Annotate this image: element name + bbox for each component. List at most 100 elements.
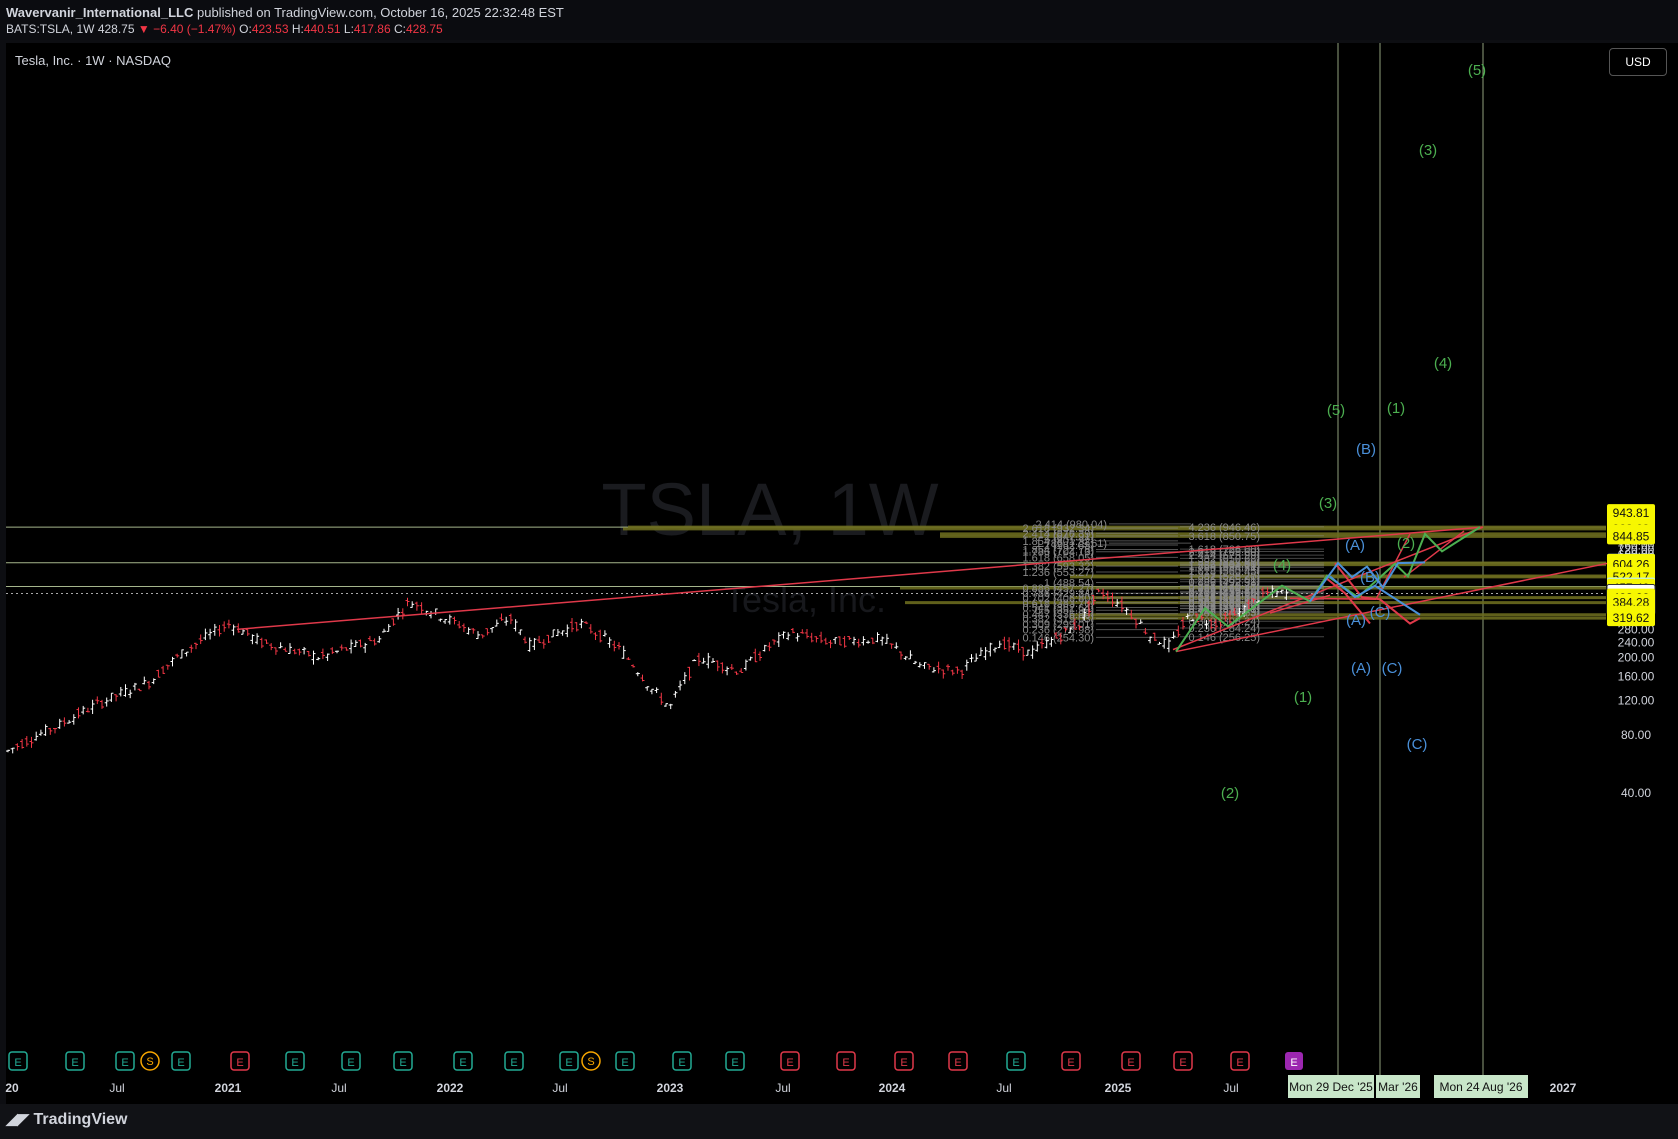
wave-label-blue: (C) (1370, 604, 1391, 621)
tradingview-logo[interactable]: ◢◤ TradingView (6, 1110, 127, 1129)
x-axis-tick: 2027 (1550, 1081, 1577, 1095)
fib-label: 1.786 (704.13) (1022, 547, 1094, 559)
fib-label: 0.5 (369.19) (1201, 601, 1260, 613)
fib-label: 0.146 (254.30) (1022, 632, 1094, 644)
x-axis-tick: Jul (331, 1081, 346, 1095)
x-axis-date-tag (1376, 1075, 1420, 1098)
x-axis-date-tag (1288, 1075, 1374, 1098)
fib-label: 2.618 (932.34) (1022, 523, 1094, 535)
tradingview-logo-text: TradingView (33, 1111, 128, 1128)
price-tag-value: 943.81 (1613, 506, 1650, 520)
earnings-marker (230, 1051, 250, 1071)
symbol-label[interactable]: Tesla, Inc. · 1W · NASDAQ (15, 53, 172, 68)
wave-label-blue: (A) (1351, 660, 1371, 677)
earnings-marker (453, 1051, 473, 1071)
elliott-wave-blue (1329, 575, 1421, 616)
wave-label-blue: (C) (1407, 736, 1428, 753)
trend-line (1175, 562, 1611, 653)
fib-label: 1.786 (779.61) (1035, 538, 1107, 550)
fib-label: 0.447 (336.86) (1022, 609, 1094, 621)
wave-label-blue: (A) (1345, 537, 1365, 554)
earnings-marker-letter: E (14, 1057, 21, 1069)
earnings-marker (65, 1051, 85, 1071)
x-axis-tick: Jul (1223, 1081, 1238, 1095)
projection-path-red (1324, 576, 1371, 625)
fib-label: 0.541 (362.64) (1022, 603, 1094, 615)
ticker: BATS:TSLA, 1W (6, 22, 95, 36)
trend-line (1403, 530, 1465, 578)
y-axis-tick: 240.00 (1618, 635, 1655, 649)
dividend-marker (1285, 1052, 1303, 1070)
earnings-marker-letter: E (177, 1057, 184, 1069)
earnings-marker-letter: E (71, 1057, 78, 1069)
fib-label: 0.786 (406.85) (1188, 593, 1260, 605)
chart-pane[interactable] (6, 43, 1678, 1139)
y-axis-tick: 200.00 (1618, 651, 1655, 665)
earnings-marker-letter: E (510, 1057, 517, 1069)
x-axis-tick: 2021 (215, 1081, 242, 1095)
currency-button[interactable]: USD (1609, 48, 1667, 76)
fib-label: 2.414 (675.99) (1188, 550, 1260, 562)
earnings-marker-letter: E (1179, 1057, 1186, 1069)
fib-label: 1.854 (801.32) (1022, 536, 1094, 548)
earnings-marker-letter: E (954, 1057, 961, 1069)
fib-label: 1.382 (650.68) (1188, 553, 1260, 565)
y-axis-tick: 40.00 (1621, 786, 1651, 800)
earnings-marker-letter: E (621, 1057, 628, 1069)
earnings-marker (1173, 1051, 1193, 1071)
earnings-marker-letter: E (459, 1057, 466, 1069)
price-change: ▼ −6.40 (−1.47%) (137, 22, 236, 36)
earnings-marker-letter: E (842, 1057, 849, 1069)
wave-label-green: (4) (1434, 355, 1452, 372)
x-axis-tick: Jul (109, 1081, 124, 1095)
earnings-marker-letter: E (731, 1057, 738, 1069)
earnings-marker (1230, 1051, 1250, 1071)
fib-label: 2.414 (876.39) (1022, 528, 1094, 540)
earnings-marker-letter: E (900, 1057, 907, 1069)
fib-label: 1.236 (505.01) (1188, 575, 1260, 587)
close-label: C: (393, 22, 406, 36)
fib-label: 3.618 (850.75) (1188, 531, 1260, 543)
earnings-marker (8, 1051, 28, 1071)
x-axis-tick: Jul (552, 1081, 567, 1095)
x-axis-tick: 2023 (657, 1081, 684, 1095)
price-tag (1607, 504, 1655, 522)
high-value: 440.51 (303, 22, 341, 36)
earnings-marker-letter: E (1012, 1057, 1019, 1069)
earnings-marker-letter: E (399, 1057, 406, 1069)
publisher-name[interactable]: Wavervanir_International_LLC (6, 5, 194, 20)
fib-label: 1.618 (658.05) (1022, 552, 1094, 564)
earnings-marker (341, 1051, 361, 1071)
wave-label-green: (1) (1294, 689, 1312, 706)
close-value: 428.75 (405, 22, 443, 36)
fib-label: 1 (470.75) (1210, 581, 1260, 593)
price-tag-value: 319.62 (1613, 611, 1650, 625)
earnings-marker (894, 1051, 914, 1071)
wave-label-green: (2) (1397, 535, 1415, 552)
earnings-marker (672, 1051, 692, 1071)
elliott-wave-blue (1309, 561, 1426, 603)
low-value: 417.86 (353, 22, 391, 36)
fib-label: 1.854 (722.78) (1022, 545, 1094, 557)
wave-label-green: (1) (1387, 400, 1405, 417)
y-axis-tick: 720.00 (1618, 543, 1655, 557)
fib-label: 0.5 (351.39) (1035, 605, 1094, 617)
earnings-marker-letter: E (678, 1057, 685, 1069)
earnings-marker-letter: E (347, 1057, 354, 1069)
earnings-marker (1006, 1051, 1026, 1071)
publish-line: Wavervanir_International_LLC published o… (6, 5, 564, 20)
earnings-marker (504, 1051, 524, 1071)
fib-label: 0.382 (381.05) (1188, 598, 1260, 610)
earnings-marker (171, 1051, 191, 1071)
earnings-marker (836, 1051, 856, 1071)
published-text: published on TradingView.com, October 16… (196, 5, 564, 20)
fib-label: 0.236 (278.98) (1022, 625, 1094, 637)
y-axis-tick: 80.00 (1621, 728, 1651, 742)
split-marker-letter: S (587, 1056, 594, 1068)
watermark-sub: Tesla, Inc. (724, 579, 886, 620)
publish-header: Wavervanir_International_LLC published o… (0, 0, 1678, 40)
earnings-marker-letter: E (1067, 1057, 1074, 1069)
fib-label: 2 (847.91) (1044, 531, 1094, 543)
footer-bar (0, 1104, 1678, 1139)
